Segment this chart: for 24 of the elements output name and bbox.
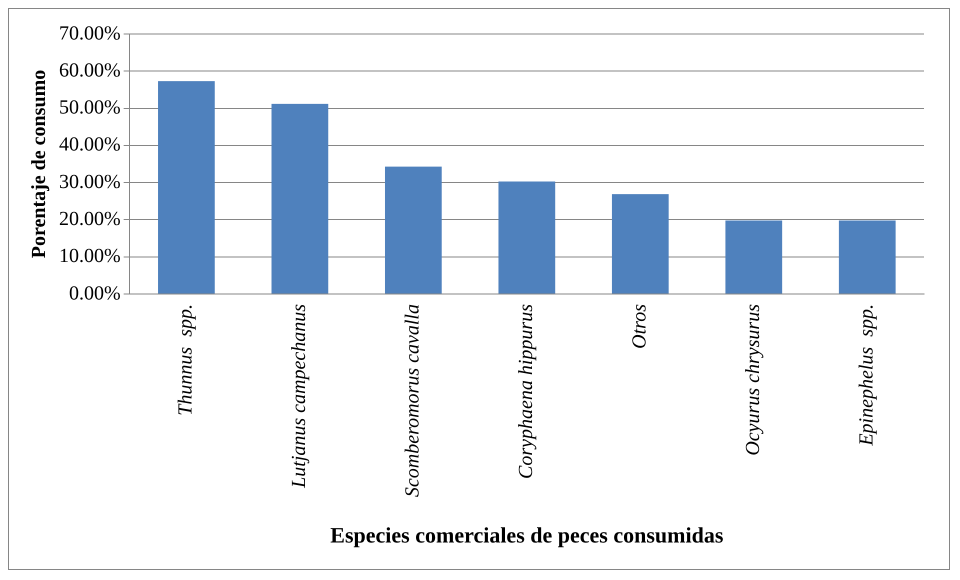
y-tick-label: 50.00% xyxy=(58,96,121,119)
bar xyxy=(725,220,782,294)
bar xyxy=(838,220,896,294)
x-tick-label: Lutjanus campechanus xyxy=(288,304,310,489)
bar xyxy=(272,104,328,294)
x-tick-label: Otros xyxy=(628,304,651,349)
y-axis-title: Porentaje de consumo xyxy=(28,70,50,258)
bar xyxy=(384,166,442,294)
y-tick-label: 60.00% xyxy=(58,59,121,82)
y-tick-label: 0.00% xyxy=(68,282,121,304)
y-tick-label: 10.00% xyxy=(58,245,121,268)
bar xyxy=(498,181,556,294)
x-tick-label: Ocyurus chrysurus xyxy=(742,304,764,456)
y-tick-label: 70.00% xyxy=(58,22,121,44)
x-tick-label: Coryphaena hippurus xyxy=(515,304,538,479)
y-tick-label: 30.00% xyxy=(58,170,121,193)
x-tick-label: Thunnus spp. xyxy=(174,304,197,416)
bar xyxy=(612,194,669,294)
y-tick-label: 20.00% xyxy=(58,208,121,230)
bar xyxy=(158,81,215,294)
x-tick-label: Epinephelus spp. xyxy=(856,304,878,447)
y-tick-label: 40.00% xyxy=(58,134,121,156)
x-axis-title: Especies comerciales de peces consumidas xyxy=(330,522,724,548)
x-tick-label: Scomberomorus cavalla xyxy=(402,304,424,498)
